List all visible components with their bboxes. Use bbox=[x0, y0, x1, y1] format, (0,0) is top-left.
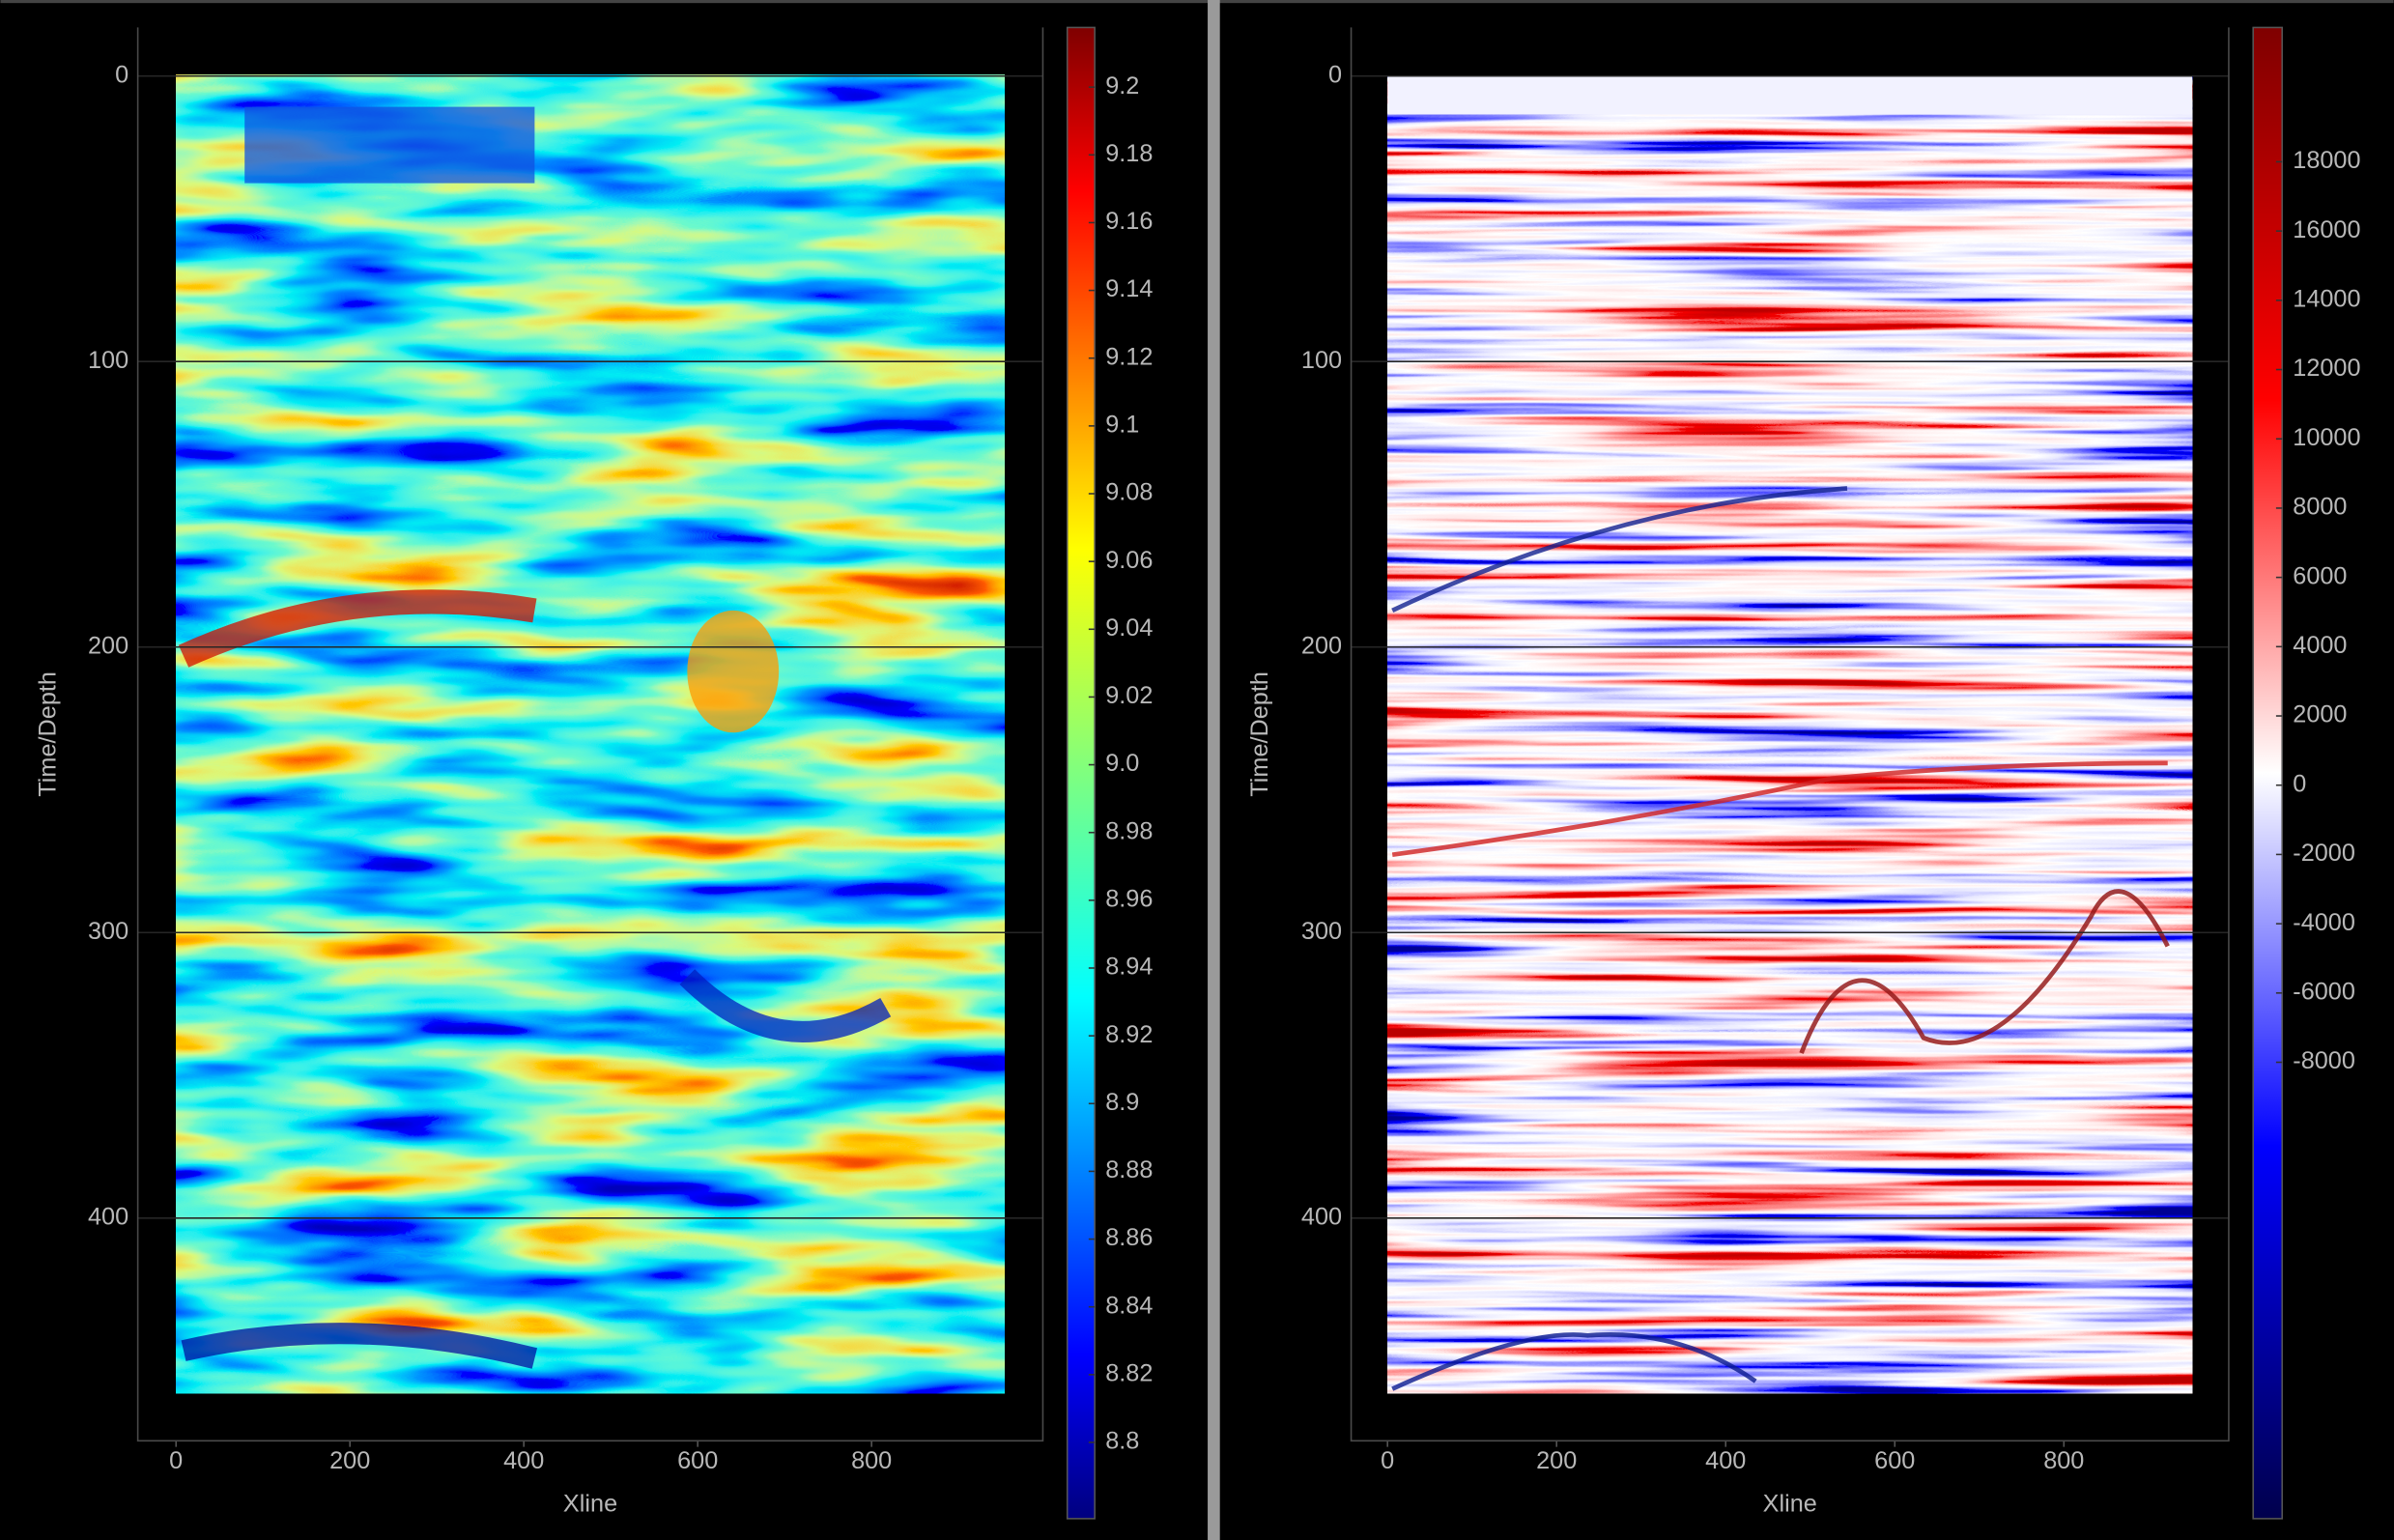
y-tick-label: 400 bbox=[88, 1203, 128, 1230]
colorbar-tick-label: 9.2 bbox=[1105, 72, 1139, 100]
x-tick-label: 600 bbox=[677, 1447, 718, 1474]
colorbar-tick-label: 8.92 bbox=[1105, 1021, 1153, 1048]
colorbar-tick-label: 9.12 bbox=[1105, 343, 1153, 370]
x-tick-label: 0 bbox=[1381, 1447, 1394, 1474]
reflectors bbox=[1391, 486, 2170, 1391]
colorbar-tick-label: 16000 bbox=[2293, 216, 2360, 243]
y-tick-label: 300 bbox=[88, 918, 128, 945]
top-border bbox=[0, 0, 2394, 4]
heatmap-top-band bbox=[1387, 75, 2193, 115]
reflector bbox=[1391, 486, 1848, 613]
colorbar-tick-label: 9.06 bbox=[1105, 547, 1153, 574]
x-tick-label: 800 bbox=[851, 1447, 892, 1474]
colorbar-tick-label: 18000 bbox=[2293, 147, 2360, 174]
colorbar-tick-label: 9.08 bbox=[1105, 479, 1153, 506]
colorbar bbox=[1066, 26, 1096, 1520]
colorbar-tick-label: 8.82 bbox=[1105, 1360, 1153, 1387]
colorbar-tick-label: 9.02 bbox=[1105, 682, 1153, 709]
colorbar-tick-label: 8.98 bbox=[1105, 817, 1153, 844]
heatmap-image bbox=[1387, 75, 2193, 1394]
heatmap-image bbox=[176, 74, 1005, 1394]
colorbar-tick-label: 9.16 bbox=[1105, 208, 1153, 235]
colorbar-tick-label: -4000 bbox=[2293, 909, 2355, 936]
x-tick-label: 200 bbox=[1536, 1447, 1577, 1474]
feature bbox=[687, 610, 780, 733]
colorbar-tick-label: 8.8 bbox=[1105, 1428, 1139, 1455]
y-axis-label: Time/Depth bbox=[35, 671, 62, 797]
colorbar-tick-label: 6000 bbox=[2293, 562, 2347, 589]
colorbar-tick-label: 8.84 bbox=[1105, 1292, 1153, 1319]
colorbar-tick-label: 9.18 bbox=[1105, 140, 1153, 167]
colorbar-tick-label: 8000 bbox=[2293, 494, 2347, 521]
x-axis-label: Xline bbox=[1763, 1490, 1817, 1517]
colorbar-tick-label: 0 bbox=[2293, 770, 2306, 797]
colorbar-tick-label: 4000 bbox=[2293, 632, 2347, 659]
y-tick-label: 100 bbox=[1301, 347, 1342, 374]
colorbar-tick-label: 10000 bbox=[2293, 424, 2360, 451]
colorbar-tick-label: 9.1 bbox=[1105, 412, 1139, 439]
colorbar-tick-label: 9.14 bbox=[1105, 275, 1153, 302]
colorbar-tick-label: 8.96 bbox=[1105, 886, 1153, 913]
colorbar-tick-label: 9.04 bbox=[1105, 614, 1153, 642]
colorbar bbox=[2252, 26, 2284, 1520]
y-tick-label: 200 bbox=[88, 632, 128, 659]
colorbar-tick-label: 12000 bbox=[2293, 355, 2360, 382]
x-tick-label: 400 bbox=[1705, 1447, 1746, 1474]
feature bbox=[244, 106, 535, 184]
y-tick-label: 100 bbox=[88, 347, 128, 374]
x-tick-label: 200 bbox=[329, 1447, 370, 1474]
x-axis-label: Xline bbox=[563, 1490, 617, 1517]
y-tick-label: 400 bbox=[1301, 1203, 1342, 1230]
y-tick-label: 200 bbox=[1301, 632, 1342, 659]
y-axis-label: Time/Depth bbox=[1246, 671, 1273, 797]
colorbar-tick-label: -6000 bbox=[2293, 978, 2355, 1005]
colorbar-tick-label: 2000 bbox=[2293, 701, 2347, 728]
colorbar-tick-label: 8.88 bbox=[1105, 1156, 1153, 1184]
x-tick-label: 400 bbox=[503, 1447, 544, 1474]
colorbar-tick-label: -8000 bbox=[2293, 1047, 2355, 1074]
x-tick-label: 0 bbox=[169, 1447, 183, 1474]
colorbar-tick-label: 8.94 bbox=[1105, 954, 1153, 981]
axis-frame bbox=[1350, 27, 2230, 1442]
colorbar-tick-label: -2000 bbox=[2293, 840, 2355, 867]
feature bbox=[178, 589, 537, 668]
axis-frame bbox=[136, 27, 1044, 1442]
reflector bbox=[1391, 760, 2168, 858]
colorbar-tick-label: 8.9 bbox=[1105, 1089, 1139, 1116]
panel-divider bbox=[1208, 0, 1220, 1540]
y-tick-label: 300 bbox=[1301, 918, 1342, 945]
reflector bbox=[1391, 1331, 1757, 1391]
feature bbox=[679, 969, 892, 1042]
feature bbox=[181, 1323, 538, 1369]
x-tick-label: 600 bbox=[1874, 1447, 1915, 1474]
heatmap-features bbox=[178, 106, 892, 1369]
colorbar-tick-label: 8.86 bbox=[1105, 1224, 1153, 1251]
colorbar-tick-label: 14000 bbox=[2293, 286, 2360, 313]
colorbar-tick-label: 9.0 bbox=[1105, 750, 1139, 777]
y-tick-label: 0 bbox=[1328, 61, 1342, 88]
x-tick-label: 800 bbox=[2043, 1447, 2084, 1474]
y-tick-label: 0 bbox=[115, 61, 128, 88]
reflector bbox=[1799, 889, 2170, 1054]
